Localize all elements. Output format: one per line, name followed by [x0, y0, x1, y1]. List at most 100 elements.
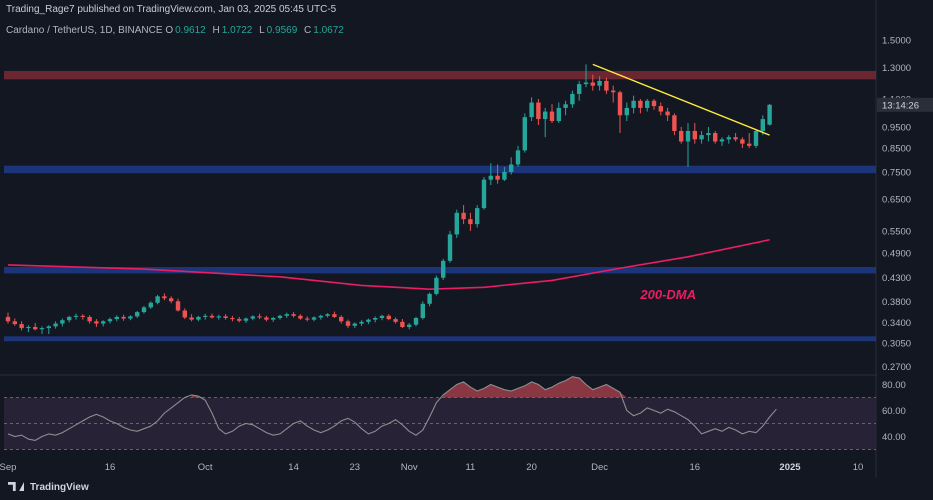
- candle-body: [141, 307, 147, 313]
- last-price-label-box: [877, 97, 933, 112]
- ohlc-close-value: 1.0672: [313, 25, 344, 36]
- candle-body: [311, 317, 317, 320]
- candle-body: [332, 314, 337, 317]
- ohlc-high-key: H: [212, 25, 220, 36]
- x-tick-label: 10: [853, 462, 864, 473]
- candle-body: [182, 310, 187, 318]
- candle-body: [604, 80, 609, 91]
- price-tick-label: 0.3800: [882, 297, 911, 308]
- candle-body: [53, 323, 58, 327]
- candle-body: [685, 130, 691, 142]
- candle-body: [726, 137, 731, 140]
- candle-body: [590, 82, 595, 86]
- price-tick-label: 0.6500: [882, 195, 911, 206]
- candle-body: [250, 316, 255, 319]
- candle-body: [468, 219, 473, 225]
- candle-body: [583, 82, 589, 85]
- tradingview-logo-icon: [8, 482, 16, 491]
- candle-body: [447, 234, 453, 261]
- rsi-tick-label: 60.00: [882, 406, 906, 417]
- candle-body: [665, 111, 670, 116]
- candle-body: [366, 319, 371, 322]
- candle-body: [597, 80, 602, 86]
- candle-body: [767, 104, 772, 125]
- candle-body: [740, 139, 745, 144]
- price-tick-label: 0.3050: [882, 339, 911, 350]
- candle-body: [169, 298, 174, 302]
- candle-body: [26, 326, 31, 329]
- candle-body: [87, 316, 92, 322]
- price-tick-label: 0.8500: [882, 144, 911, 155]
- candle-body: [733, 137, 738, 140]
- x-tick-label: 16: [690, 462, 701, 473]
- candle-body: [747, 143, 752, 146]
- candle-body: [611, 90, 616, 93]
- candle-body: [692, 130, 697, 140]
- candle-body: [196, 316, 201, 320]
- candle-body: [230, 317, 235, 320]
- candle-body: [257, 316, 262, 318]
- x-tick-label: Nov: [401, 462, 418, 473]
- candle-body: [121, 316, 126, 319]
- candle-body: [434, 277, 439, 294]
- candle-body: [475, 208, 480, 225]
- candle-body: [94, 321, 99, 324]
- candle-body: [679, 130, 684, 142]
- candle-body: [19, 324, 24, 329]
- x-tick-label: 2025: [779, 462, 801, 473]
- ma-200-label: 200-DMA: [639, 287, 696, 302]
- price-chart[interactable]: 200-DMA1.50001.30001.10000.95000.85000.7…: [0, 0, 933, 478]
- rsi-line: [7, 376, 777, 441]
- symbol-line: Cardano / TetherUS, 1D, BINANCE O 0.9612 …: [6, 25, 348, 36]
- candle-body: [400, 321, 405, 327]
- candle-body: [216, 316, 221, 318]
- candle-body: [39, 328, 45, 330]
- candle-body: [441, 260, 446, 278]
- candle-body: [719, 139, 725, 142]
- candle-body: [107, 319, 113, 322]
- candle-body: [291, 314, 296, 316]
- candle-body: [73, 315, 79, 317]
- candle-body: [488, 175, 493, 180]
- ohlc-open-value: 0.9612: [175, 25, 206, 36]
- candle-body: [67, 316, 72, 321]
- footer-bar: TradingView: [0, 478, 933, 500]
- candle-body: [359, 321, 364, 324]
- candle-body: [352, 323, 357, 326]
- rsi-tick-label: 80.00: [882, 380, 906, 391]
- candle-body: [509, 164, 514, 172]
- candle-body: [543, 111, 548, 120]
- candle-body: [658, 106, 663, 112]
- x-tick-label: 20: [526, 462, 537, 473]
- x-tick-label: 11: [465, 462, 475, 473]
- rsi-overbought-fill: [191, 376, 627, 398]
- candle-body: [645, 100, 650, 108]
- candle-body: [522, 117, 527, 151]
- candle-body: [271, 317, 276, 320]
- price-tick-label: 1.5000: [882, 36, 911, 47]
- ma-200-line: [7, 238, 770, 290]
- candle-body: [101, 321, 106, 324]
- candle-body: [298, 315, 303, 319]
- price-tick-label: 0.7500: [882, 167, 911, 178]
- candle-body: [5, 316, 11, 322]
- candle-body: [46, 326, 51, 329]
- last-price-label: 13:14:26: [882, 100, 919, 111]
- x-tick-label: 23: [350, 462, 361, 473]
- candle-body: [60, 320, 65, 324]
- price-tick-label: 0.3400: [882, 318, 911, 329]
- candle-body: [114, 316, 119, 320]
- candle-body: [495, 175, 500, 180]
- price-tick-label: 0.9500: [882, 122, 911, 133]
- candle-body: [162, 296, 167, 299]
- price-tick-label: 0.4900: [882, 248, 911, 259]
- candle-body: [638, 100, 643, 108]
- candle-body: [454, 212, 459, 235]
- candle-body: [325, 314, 330, 316]
- candle-body: [128, 316, 133, 319]
- candle-body: [305, 318, 310, 320]
- candle-body: [549, 111, 555, 122]
- candle-body: [135, 312, 140, 317]
- tradingview-logo[interactable]: TradingView: [8, 482, 89, 493]
